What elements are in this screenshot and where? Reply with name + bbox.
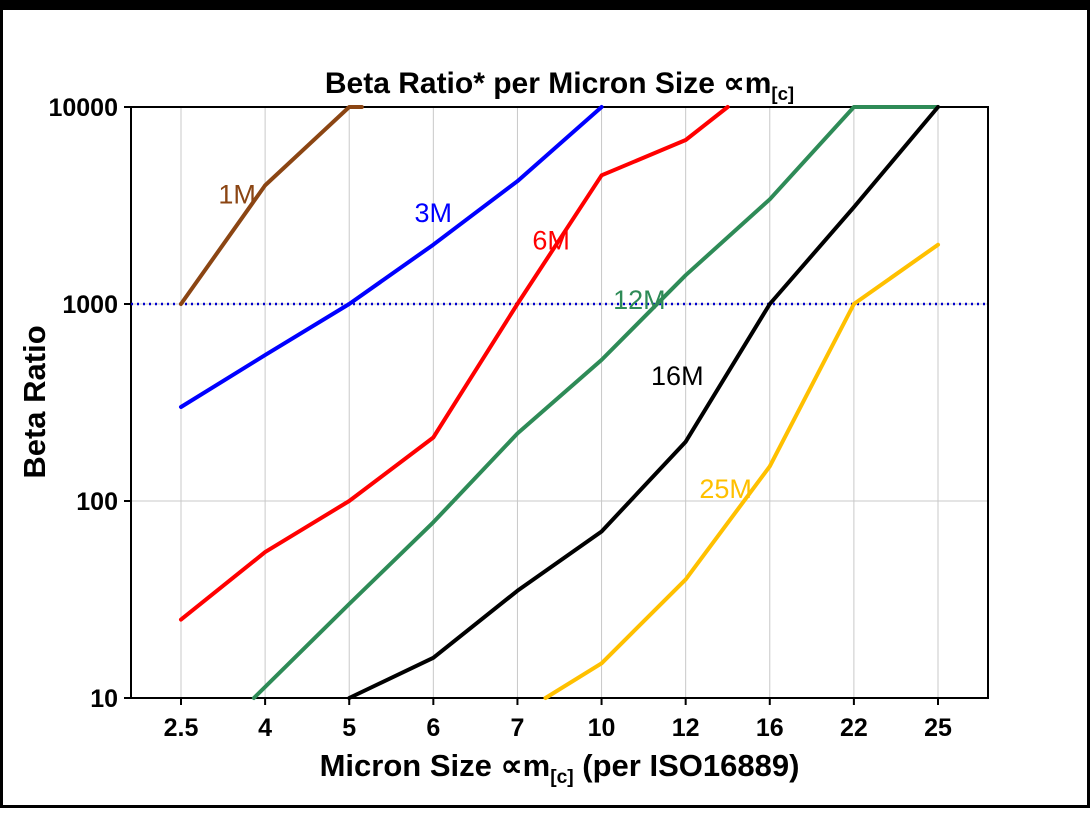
x-tick-label: 16 (756, 714, 784, 742)
series-label-1m: 1M (218, 179, 256, 209)
x-axis-title: Micron Size ∝m[c] (per ISO16889) (131, 748, 988, 789)
x-axis-title-suffix: (per ISO16889) (573, 748, 800, 783)
series-label-12m: 12M (613, 285, 666, 315)
plot-area: 2.5 4 5 6 7 10 12 16 22 25 10 100 1000 10000 1M 3M 6M 12M… (48, 94, 989, 742)
series-label-3m: 3M (415, 198, 453, 228)
plot-border (130, 106, 989, 699)
series-line-25m (543, 242, 940, 700)
chart-title: Beta Ratio* per Micron Size ∝m[c] (131, 66, 988, 105)
series-line-3m (179, 105, 604, 409)
x-tick-label: 7 (510, 714, 524, 742)
chart-title-text: Beta Ratio* per Micron Size ∝m (324, 67, 772, 100)
y-tick-label: 10000 (48, 94, 118, 122)
x-tick-label: 10 (588, 714, 616, 742)
x-tick-label: 5 (342, 714, 356, 742)
series-line-6m (179, 105, 730, 622)
series-label-25m: 25M (699, 474, 752, 504)
x-tick-label: 25 (924, 714, 952, 742)
x-tick-label: 6 (426, 714, 440, 742)
y-tick-label: 1000 (62, 291, 118, 319)
series-line-1m (179, 105, 364, 306)
y-tick-label: 100 (76, 488, 118, 516)
series-line-16m (347, 105, 940, 700)
series-line-12m (251, 105, 940, 700)
series-label-6m: 6M (532, 226, 570, 256)
x-tick-label: 2.5 (164, 714, 199, 742)
x-tick-label: 22 (840, 714, 868, 742)
series-label-16m: 16M (651, 361, 704, 391)
x-tick-label: 4 (258, 714, 272, 742)
x-axis-title-text: Micron Size ∝m (319, 748, 551, 783)
y-tick-label: 10 (90, 685, 118, 713)
x-tick-label: 12 (672, 714, 700, 742)
x-axis-title-subscript: [c] (550, 767, 574, 789)
chart-title-subscript: [c] (771, 83, 795, 104)
